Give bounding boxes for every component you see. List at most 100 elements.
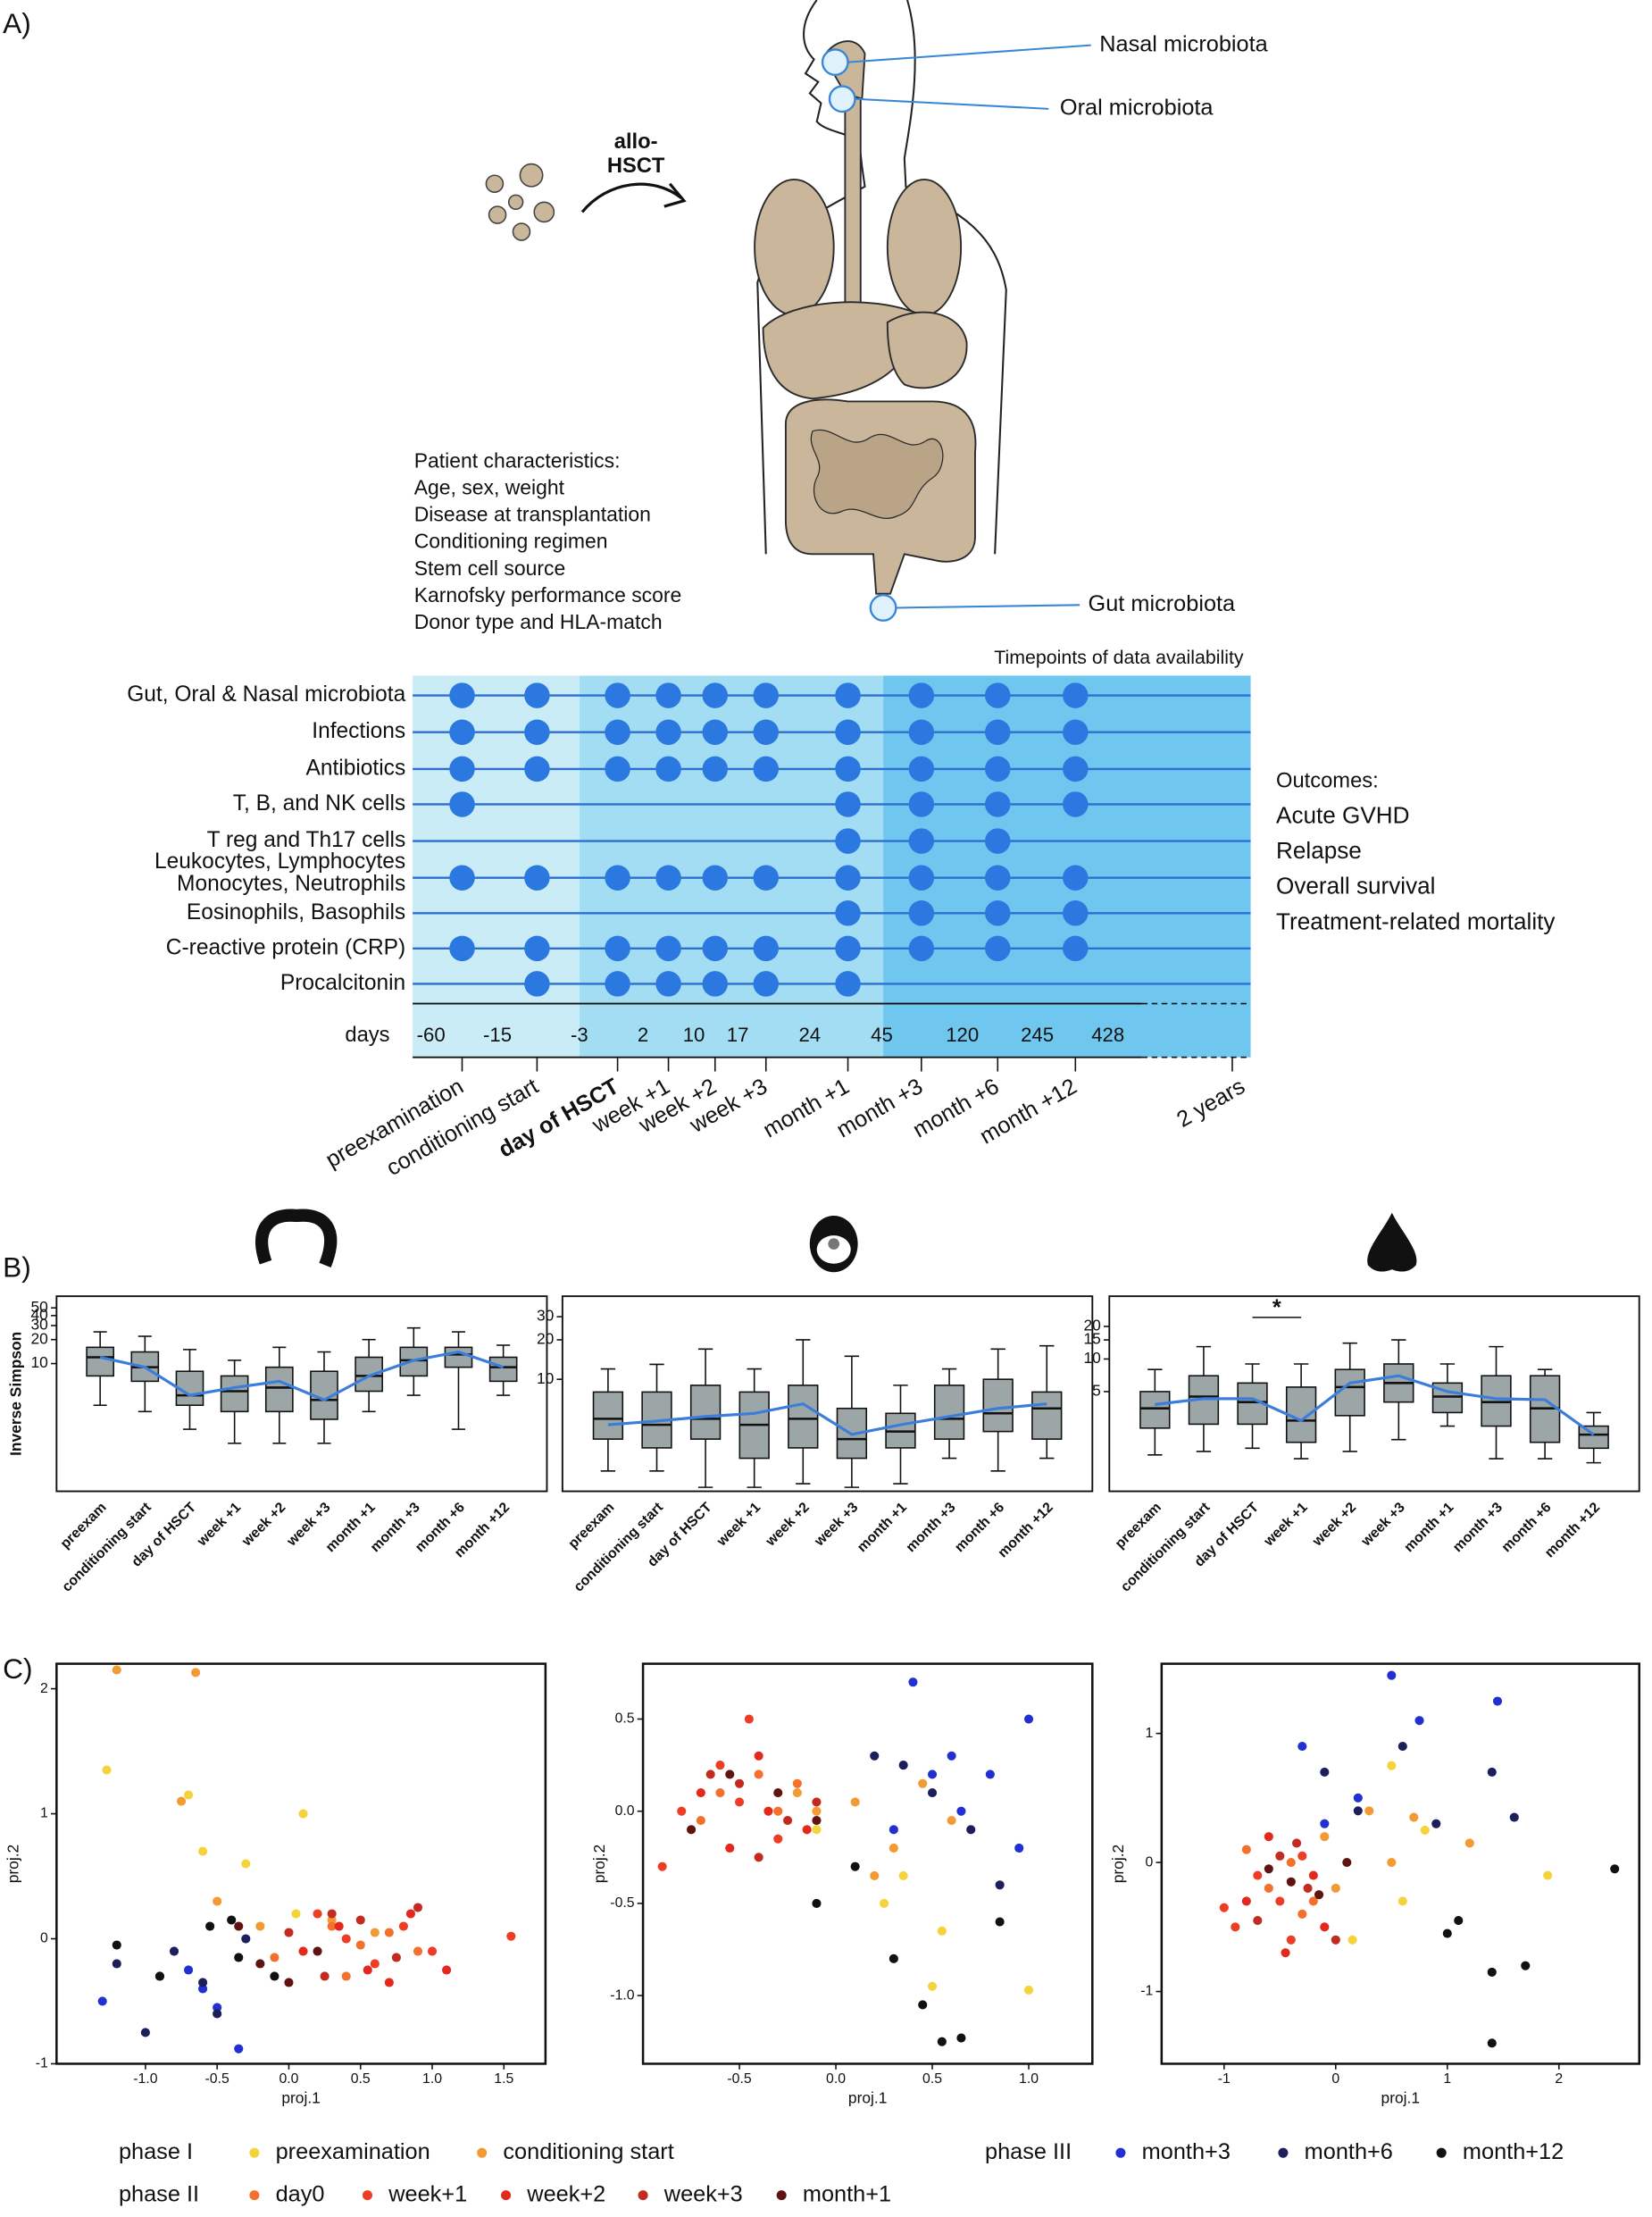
legend-marker — [249, 2190, 260, 2201]
box — [1139, 1391, 1171, 1429]
x-tick-label: month +1 — [855, 1500, 910, 1555]
box — [1031, 1391, 1063, 1440]
scatter-point — [725, 1769, 735, 1779]
scatter-point — [1353, 1793, 1363, 1803]
x-tick-label: week +2 — [238, 1500, 288, 1550]
scatter-point — [284, 1928, 294, 1937]
day-label: -60 — [417, 1024, 446, 1046]
availability-dot — [835, 865, 861, 891]
availability-dot — [753, 865, 779, 891]
day-label: 428 — [1091, 1024, 1124, 1046]
scatter-point — [1387, 1858, 1397, 1868]
row-label: Monocytes, Neutrophils — [177, 872, 405, 896]
annotation: * — [1272, 1295, 1281, 1320]
y-tick-label: 5 — [1092, 1382, 1101, 1400]
scatter-point — [213, 1896, 222, 1906]
legend-marker — [776, 2190, 787, 2201]
scatter-point — [908, 1677, 918, 1687]
scatter-point — [341, 1971, 351, 1981]
scatter-point — [927, 1788, 938, 1798]
scatter-point — [1023, 1714, 1034, 1724]
scatter-point — [198, 1846, 208, 1856]
availability-dot — [835, 828, 861, 854]
scatter-point — [102, 1765, 112, 1775]
x-tick-label: week +3 — [1358, 1500, 1408, 1550]
availability-dot — [524, 756, 550, 782]
outcome-item: Relapse — [1276, 837, 1362, 864]
scatter-point — [889, 1825, 898, 1835]
availability-dot — [753, 682, 779, 708]
anatomy-illustration — [485, 0, 1091, 622]
site-label: Gut microbiota — [1089, 591, 1237, 616]
availability-dot — [605, 682, 630, 708]
scatter-point — [1281, 1948, 1290, 1958]
scatter-point — [140, 2028, 150, 2037]
scatter-point — [705, 1769, 715, 1779]
band — [579, 675, 884, 1058]
y-tick-label: 1 — [1146, 1726, 1154, 1741]
x-tick-label: week +2 — [1309, 1500, 1359, 1550]
scatter-point — [1308, 1896, 1318, 1906]
availability-dot — [908, 828, 935, 854]
scatter-point — [686, 1825, 697, 1835]
day-label: 45 — [871, 1024, 893, 1046]
box — [86, 1346, 114, 1377]
scatter-point — [1431, 1819, 1441, 1828]
x-axis-label: proj.1 — [281, 2089, 321, 2107]
y-tick-label: 0 — [40, 1931, 48, 1946]
availability-dot — [524, 971, 550, 997]
scatter-point — [657, 1861, 667, 1871]
availability-dot — [605, 865, 630, 891]
end-label: 2 years — [1172, 1074, 1249, 1133]
scatter-point — [1398, 1742, 1407, 1752]
scatter-point — [205, 1921, 215, 1931]
y-tick-label: 40 — [30, 1305, 47, 1323]
scatter-point — [1253, 1916, 1263, 1926]
availability-dot — [524, 865, 550, 891]
availability-dot — [1063, 791, 1089, 817]
availability-dot — [1063, 682, 1089, 708]
x-axis-label: proj.1 — [1381, 2089, 1421, 2107]
day-label: 17 — [727, 1024, 749, 1046]
availability-dot — [835, 971, 861, 997]
scatter-point — [1297, 1742, 1307, 1752]
scatter-point — [1297, 1909, 1307, 1919]
x-tick-label: -0.5 — [727, 2071, 751, 2087]
availability-dot — [449, 935, 475, 962]
y-tick-label: 1 — [40, 1806, 48, 1821]
y-tick-label: 10 — [1083, 1349, 1100, 1367]
x-tick-label: 0 — [1331, 2071, 1339, 2087]
y-tick-label: 20 — [537, 1330, 554, 1348]
scatter-point — [889, 1843, 898, 1853]
y-axis-label: proj.2 — [590, 1845, 608, 1884]
trend-line — [99, 1350, 505, 1402]
box — [1334, 1368, 1365, 1417]
scatter-point — [763, 1806, 773, 1816]
scatter-point — [97, 1996, 107, 2006]
availability-dot — [985, 900, 1011, 926]
y-tick-label: -1.0 — [610, 1987, 634, 2003]
legend-label: week+3 — [663, 2181, 743, 2206]
availability-dot — [908, 719, 935, 745]
x-tick-label: 1 — [1443, 2071, 1451, 2087]
day-label: 2 — [638, 1024, 648, 1046]
availability-dot — [702, 756, 729, 782]
scatter-point — [696, 1788, 705, 1798]
y-axis-label: Inverse Simpson — [7, 1332, 25, 1456]
scatter-point — [427, 1946, 438, 1956]
scatter-point — [1286, 1935, 1296, 1945]
scatter-point — [677, 1806, 687, 1816]
availability-dot — [753, 935, 779, 962]
scatter-point — [744, 1714, 754, 1724]
scatter-point — [1387, 1670, 1397, 1680]
plot-frame — [1160, 1662, 1640, 2065]
x-tick-label: conditioning start — [572, 1500, 667, 1595]
row-label: Gut, Oral & Nasal microbiota — [127, 682, 405, 707]
scatter-point — [1275, 1851, 1285, 1861]
legend-label: month+1 — [803, 2181, 891, 2206]
x-tick-label: 0.0 — [279, 2071, 298, 2087]
scatter-point — [734, 1797, 745, 1807]
x-tick-label: month +1 — [1401, 1500, 1456, 1555]
scatter-point — [284, 1978, 294, 1987]
availability-dot — [449, 791, 475, 817]
